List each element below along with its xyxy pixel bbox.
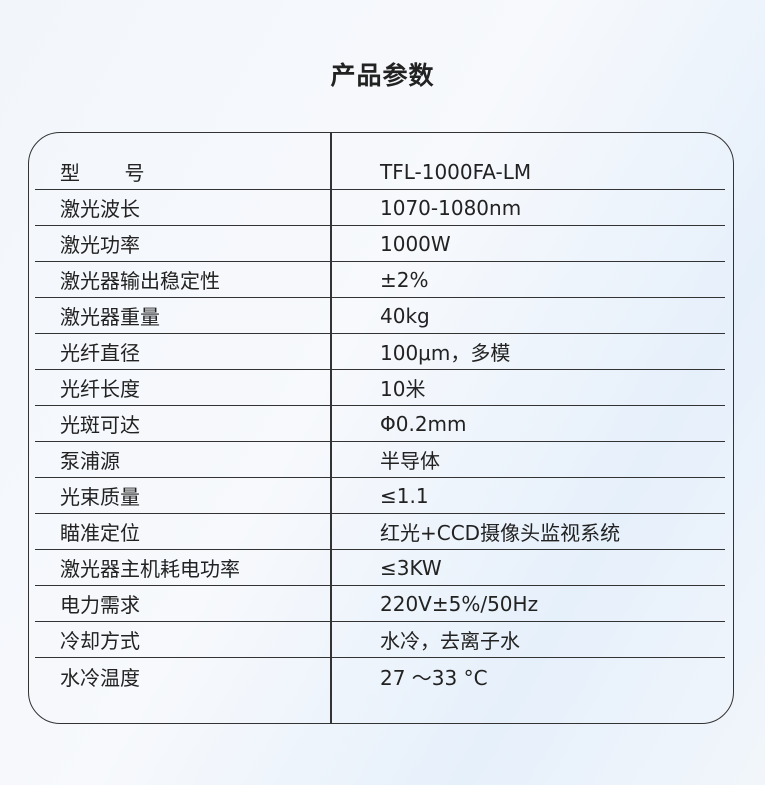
- param-value: TFL-1000FA-LM: [380, 159, 532, 184]
- param-name: 水冷温度: [60, 665, 140, 690]
- param-name: 冷却方式: [60, 629, 140, 653]
- table-row: 泵浦源 半导体: [35, 442, 725, 478]
- param-value: 10米: [380, 377, 426, 401]
- param-value: 100μm，多模: [380, 341, 511, 365]
- param-value: 水冷，去离子水: [380, 629, 520, 653]
- param-name: 激光器输出稳定性: [60, 269, 220, 293]
- param-value: ≤3KW: [380, 555, 442, 580]
- param-value: 半导体: [380, 449, 440, 473]
- params-table: 型 号 TFL-1000FA-LM 激光波长 1070-1080nm 激光功率 1000W…: [28, 132, 734, 724]
- param-name: 光纤直径: [60, 341, 140, 365]
- page-title: 产品参数: [330, 61, 435, 90]
- table-row: 光纤直径 100μm，多模: [35, 334, 725, 370]
- param-value: 27 ～33 °C: [380, 665, 488, 690]
- param-value: 1070-1080nm: [380, 195, 522, 220]
- param-name: 电力需求: [60, 593, 140, 617]
- param-name: 泵浦源: [60, 449, 120, 473]
- table-row: 电力需求 220V±5%/50Hz: [35, 586, 725, 622]
- param-name: 瞄准定位: [60, 521, 140, 545]
- table-row: 水冷温度 27 ～33 °C: [35, 658, 725, 694]
- param-name: 光束质量: [60, 485, 140, 509]
- param-value: 红光+CCD摄像头监视系统: [380, 521, 621, 545]
- param-value: 220V±5%/50Hz: [380, 591, 539, 616]
- param-name: 型 号: [60, 161, 145, 185]
- table-row: 激光器主机耗电功率 ≤3KW: [35, 550, 725, 586]
- table-row: 光纤长度 10米: [35, 370, 725, 406]
- param-name: 激光器重量: [60, 305, 160, 329]
- param-name: 激光波长: [60, 197, 140, 221]
- param-name: 激光功率: [60, 233, 140, 257]
- param-value: ≤1.1: [380, 483, 429, 508]
- table-row: 激光器重量 40kg: [35, 298, 725, 334]
- param-name: 光纤长度: [60, 377, 140, 401]
- table-row: 光斑可达 Φ0.2mm: [35, 406, 725, 442]
- param-value: 40kg: [380, 303, 430, 328]
- param-value: 1000W: [380, 231, 451, 256]
- table-row: 激光器输出稳定性 ±2%: [35, 262, 725, 298]
- table-row: 光束质量 ≤1.1: [35, 478, 725, 514]
- table-row: 型 号 TFL-1000FA-LM: [35, 154, 725, 190]
- table-row: 激光波长 1070-1080nm: [35, 190, 725, 226]
- param-value: ±2%: [380, 267, 429, 292]
- table-row: 激光功率 1000W: [35, 226, 725, 262]
- table-row: 冷却方式 水冷，去离子水: [35, 622, 725, 658]
- param-value: Φ0.2mm: [380, 411, 467, 436]
- param-name: 激光器主机耗电功率: [60, 557, 240, 581]
- table-row: 瞄准定位 红光+CCD摄像头监视系统: [35, 514, 725, 550]
- param-name: 光斑可达: [60, 413, 140, 437]
- column-divider: [330, 133, 332, 723]
